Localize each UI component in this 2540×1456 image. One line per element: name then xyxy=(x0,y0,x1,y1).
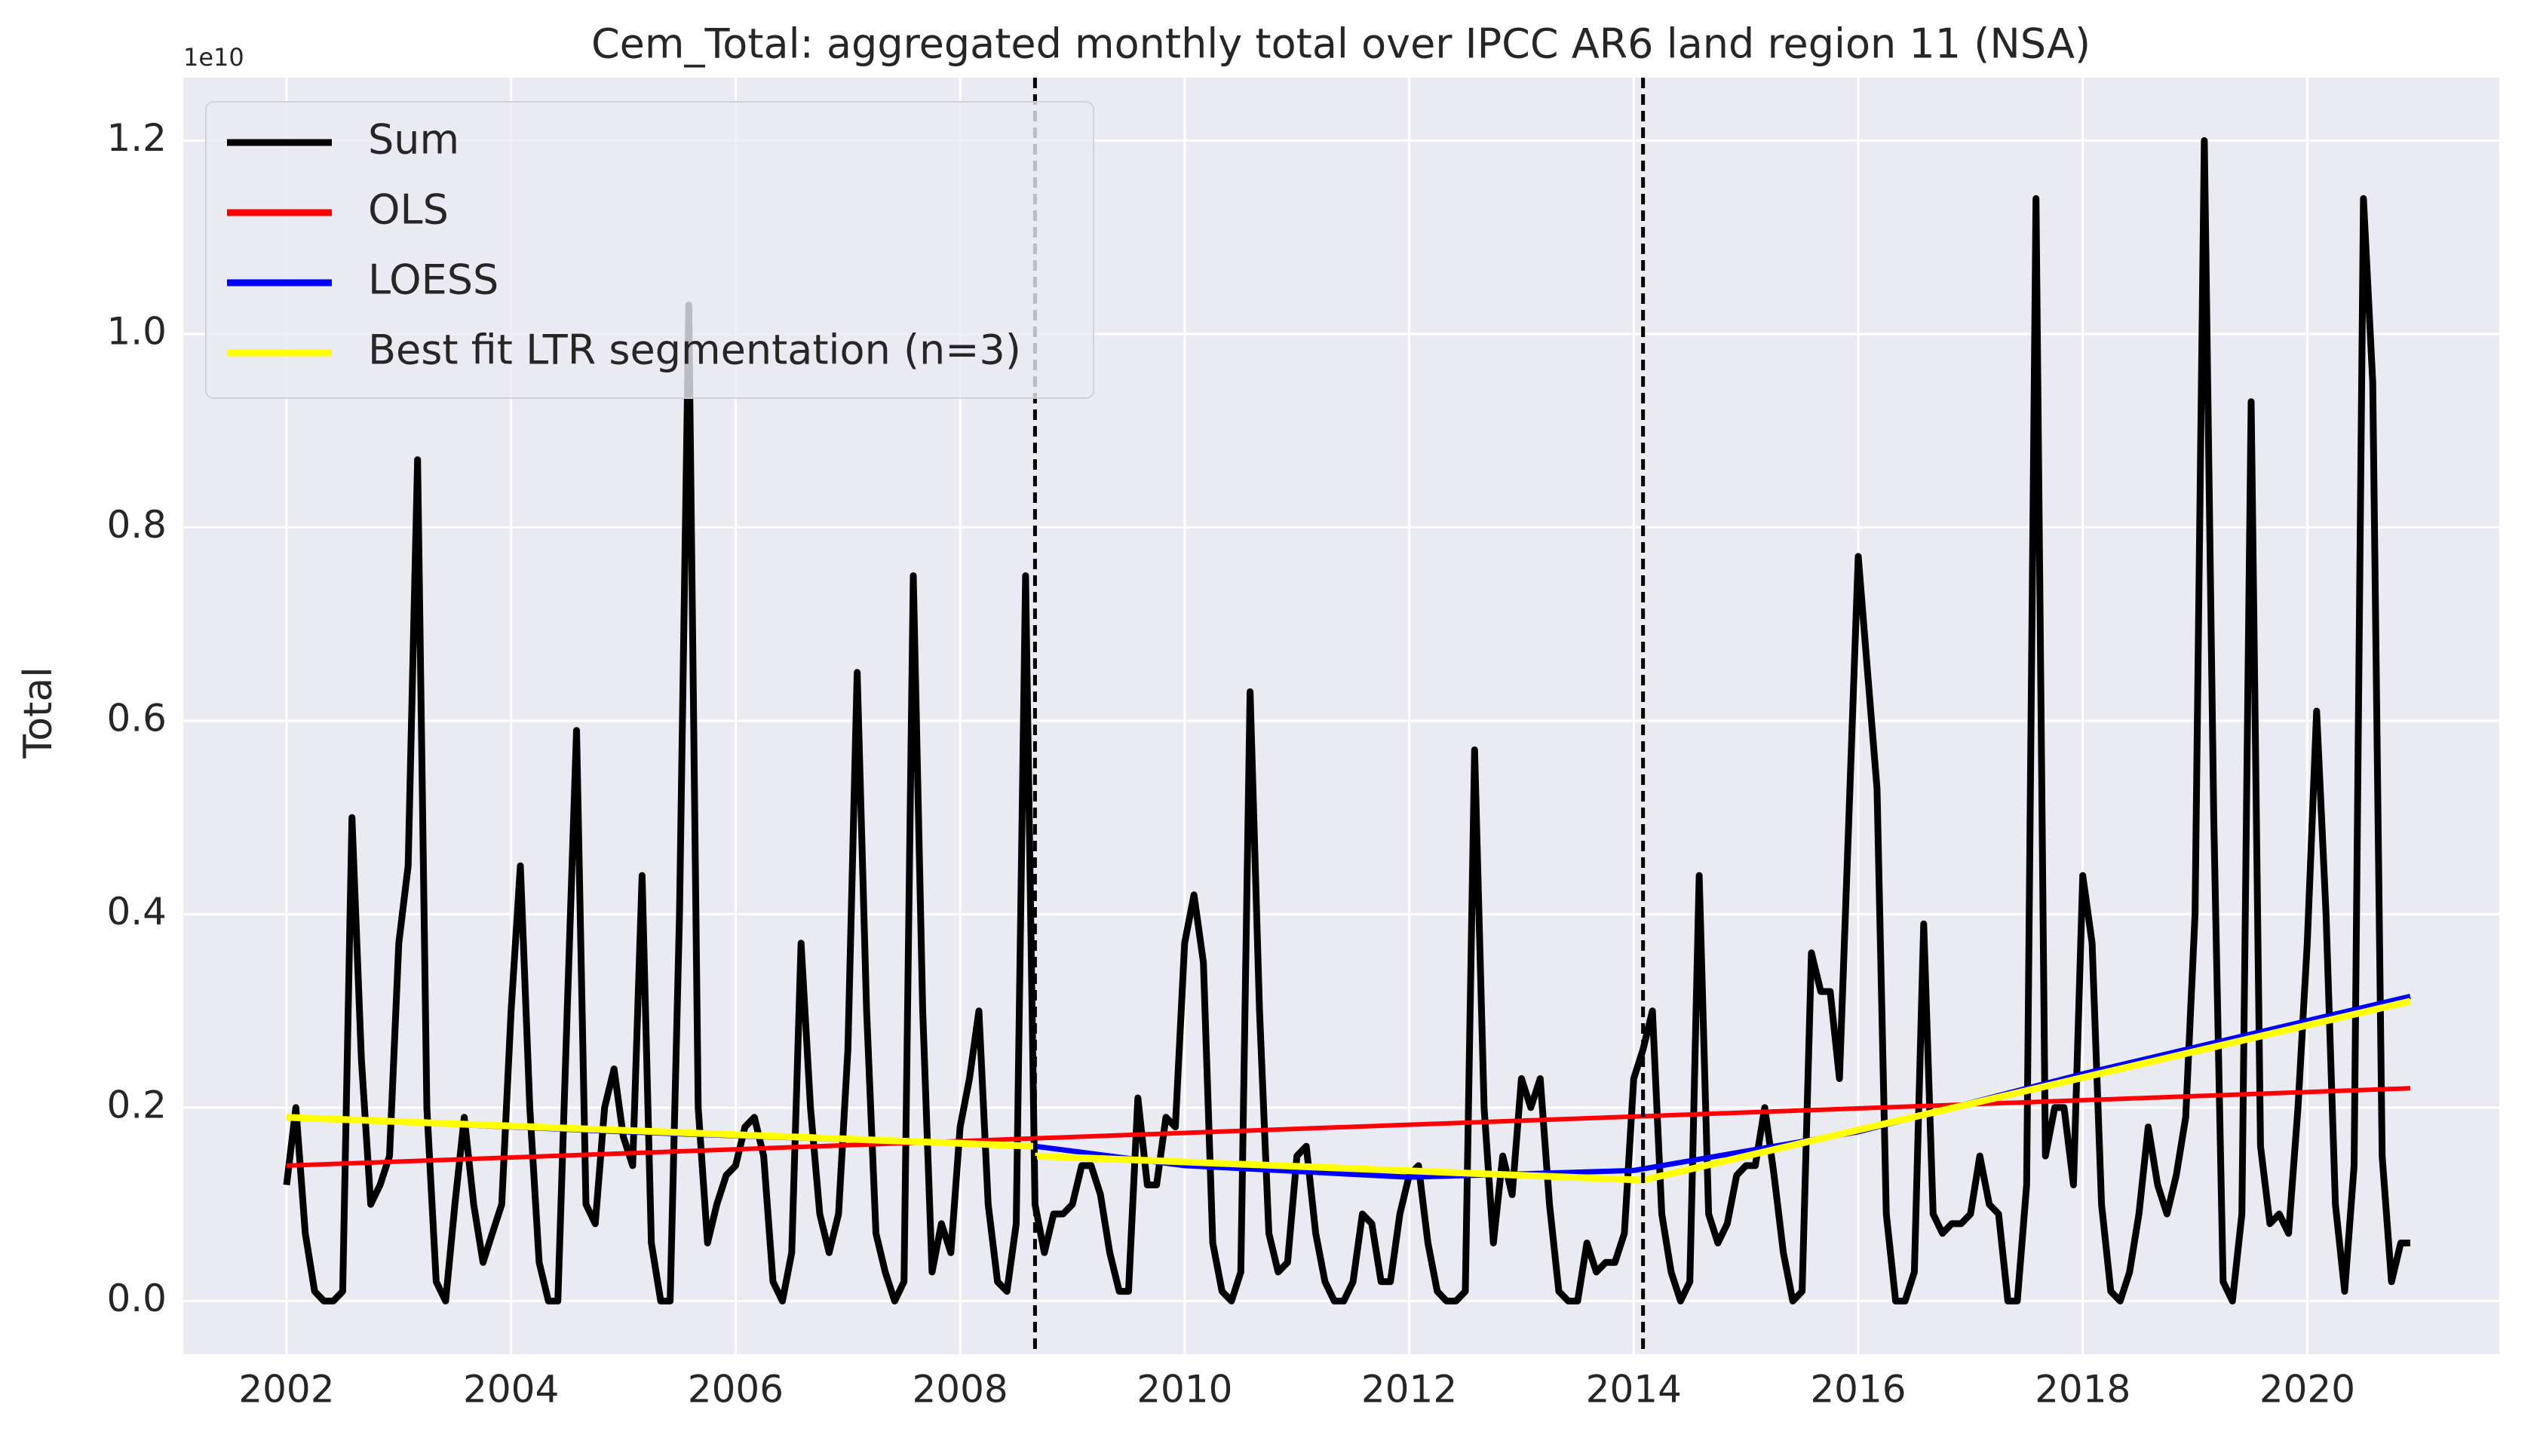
legend-label: Best fit LTR segmentation (n=3) xyxy=(368,326,1021,374)
x-tick-label: 2008 xyxy=(912,1368,1008,1412)
y-tick-label: 0.2 xyxy=(106,1083,167,1126)
x-tick-label: 2016 xyxy=(1810,1368,1906,1412)
x-tick-label: 2006 xyxy=(688,1368,784,1412)
x-tick-label: 2004 xyxy=(463,1368,559,1412)
y-tick-label: 0.0 xyxy=(106,1277,167,1320)
series-line xyxy=(286,1086,2411,1168)
y-tick-label: 0.8 xyxy=(106,503,167,547)
x-tick-label: 2010 xyxy=(1137,1368,1232,1412)
y-tick-label: 0.6 xyxy=(106,696,167,740)
y-offset-label: 1e10 xyxy=(183,43,244,72)
series-line xyxy=(283,136,2410,1304)
legend-label: LOESS xyxy=(368,256,498,304)
x-tick-label: 2012 xyxy=(1361,1368,1457,1412)
y-tick-label: 1.2 xyxy=(106,116,167,160)
x-tick-label: 2020 xyxy=(2259,1368,2355,1412)
legend-label: Sum xyxy=(368,116,459,164)
x-tick-label: 2018 xyxy=(2035,1368,2130,1412)
x-tick-label: 2002 xyxy=(238,1368,334,1412)
chart-title: Cem_Total: aggregated monthly total over… xyxy=(591,20,2091,68)
legend: Sum OLS LOESS Best fit LTR segmentation (n=… xyxy=(205,101,1094,399)
y-axis-label: Total xyxy=(16,667,61,759)
y-tick-label: 0.4 xyxy=(106,890,167,933)
x-tick-label: 2014 xyxy=(1586,1368,1682,1412)
legend-label: OLS xyxy=(368,186,449,234)
legend-box xyxy=(205,101,1094,399)
y-tick-label: 1.0 xyxy=(106,309,167,353)
